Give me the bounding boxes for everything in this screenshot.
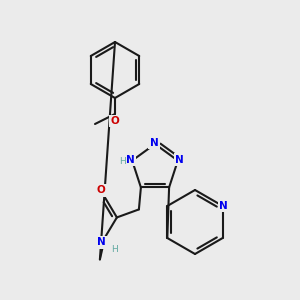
Text: O: O — [97, 185, 105, 195]
Text: N: N — [219, 201, 228, 211]
Text: H: H — [112, 245, 118, 254]
Text: N: N — [150, 138, 158, 148]
Text: O: O — [111, 116, 119, 126]
Text: N: N — [97, 237, 105, 248]
Text: N: N — [176, 154, 184, 165]
Text: H: H — [119, 157, 125, 166]
Text: N: N — [126, 154, 134, 165]
